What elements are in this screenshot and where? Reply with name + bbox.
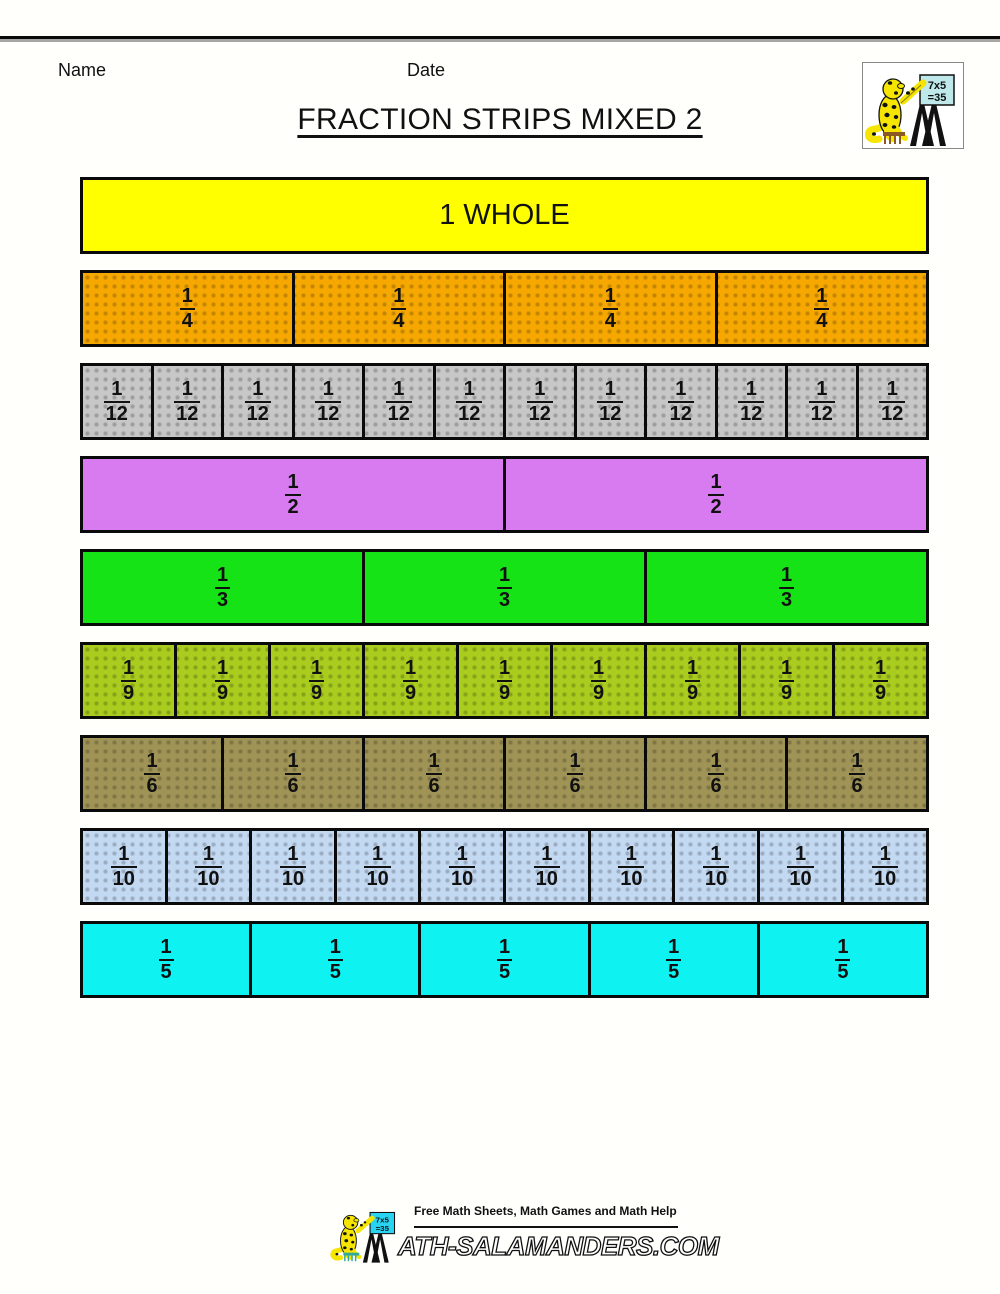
svg-text:7x5: 7x5: [376, 1215, 390, 1224]
svg-text:7x5: 7x5: [928, 80, 946, 92]
svg-text:=35: =35: [928, 92, 947, 104]
svg-text:=35: =35: [376, 1224, 390, 1233]
